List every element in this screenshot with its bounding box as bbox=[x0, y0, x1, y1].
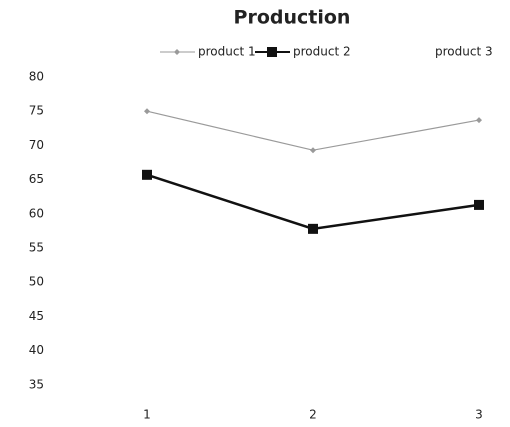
marker bbox=[474, 199, 484, 210]
chart-title: Production bbox=[234, 7, 351, 29]
y-tick-label: 45 bbox=[29, 309, 44, 323]
marker bbox=[267, 47, 277, 57]
y-tick-label: 75 bbox=[29, 104, 44, 118]
legend-label: product 2 bbox=[293, 45, 351, 59]
marker bbox=[174, 49, 180, 55]
x-tick-label: 2 bbox=[309, 408, 317, 422]
series-line bbox=[146, 110, 480, 151]
legend-label: product 1 bbox=[198, 45, 256, 59]
marker bbox=[142, 169, 152, 180]
y-tick-label: 55 bbox=[29, 241, 44, 255]
y-tick-label: 40 bbox=[29, 343, 44, 357]
marker bbox=[308, 223, 318, 234]
y-tick-label: 50 bbox=[29, 275, 44, 289]
series-line bbox=[146, 173, 480, 231]
y-tick-label: 60 bbox=[29, 206, 44, 220]
legend-label: product 3 bbox=[435, 45, 493, 59]
marker bbox=[476, 117, 482, 124]
y-tick-label: 35 bbox=[29, 377, 44, 391]
y-tick-label: 70 bbox=[29, 138, 44, 152]
x-tick-label: 1 bbox=[143, 408, 151, 422]
x-tick-label: 3 bbox=[475, 408, 483, 422]
y-tick-label: 65 bbox=[29, 172, 44, 186]
marker bbox=[144, 108, 150, 115]
marker bbox=[310, 147, 316, 154]
y-tick-label: 80 bbox=[29, 70, 44, 84]
